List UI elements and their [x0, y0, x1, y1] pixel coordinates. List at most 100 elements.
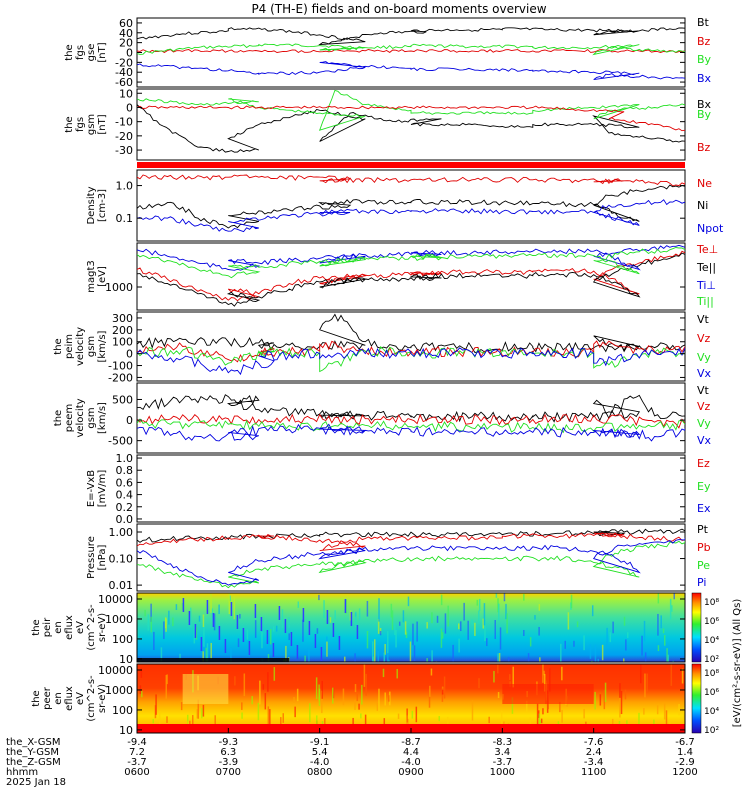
spectrogram-cell — [657, 613, 659, 636]
spectrogram-cell — [669, 598, 672, 620]
spectrogram-cell — [620, 690, 623, 715]
spectrogram-cell — [266, 630, 269, 644]
ylabel-line: [km/s] — [97, 402, 108, 434]
spectrogram-cell — [657, 593, 660, 604]
ylabel-line: [km/s] — [97, 330, 108, 362]
spectrogram-cell — [509, 674, 511, 681]
spectrogram-cell — [273, 667, 276, 681]
spectrogram-cell — [308, 649, 310, 662]
ylabel-line: en — [53, 692, 64, 705]
xaxis-value: -7.6 — [584, 737, 604, 748]
xaxis-value: 0700 — [216, 767, 241, 778]
ylabel-line: velocity — [75, 398, 86, 437]
legend-Pe: Pe — [697, 559, 710, 572]
spectrogram-cell — [591, 605, 594, 617]
ytick-label: 0.8 — [116, 464, 134, 477]
spectrogram-cell — [224, 639, 227, 653]
spectrogram-cell — [195, 627, 198, 640]
spectrogram-cell — [338, 636, 341, 650]
spectrogram-cell — [623, 658, 625, 662]
spectrogram-cell — [158, 711, 161, 731]
spectrogram-cell — [394, 623, 396, 635]
spectrogram-cell — [152, 719, 154, 724]
spectrogram-cell — [525, 700, 528, 712]
ytick-label: 1000 — [105, 613, 133, 626]
spectrogram-cell — [619, 683, 621, 698]
spectrogram-cell — [438, 716, 441, 722]
ytick-label: 1.0 — [116, 452, 134, 465]
ytick-label: -20 — [115, 130, 133, 143]
spectrogram-cell — [342, 688, 345, 706]
spectrogram-cell — [576, 621, 579, 628]
spectrogram-cell — [681, 668, 684, 684]
legend-Ni: Ni — [697, 199, 708, 212]
spectrogram-cell — [626, 632, 629, 638]
spectrogram-cell — [261, 632, 263, 649]
ytick-label: -200 — [108, 371, 133, 384]
series-Te|| — [137, 252, 685, 307]
ylabel-line: [cm-3] — [97, 189, 108, 222]
ytick-label: 1000 — [105, 684, 133, 697]
spectrogram-cell — [601, 644, 604, 661]
spectrogram-cell — [507, 657, 510, 662]
series-group — [137, 25, 685, 84]
spectrogram-cell — [366, 600, 369, 617]
spectrogram-cell — [665, 710, 668, 727]
spectrogram-cell — [175, 604, 178, 611]
spectrogram-cell — [269, 709, 271, 731]
spectrogram-cell — [228, 593, 231, 615]
spectrogram-cell — [309, 703, 311, 723]
ytick-label: 100 — [112, 633, 133, 646]
spectrogram-cell — [246, 629, 249, 640]
spectrogram-cell — [412, 623, 414, 646]
spectrogram-band — [502, 684, 594, 704]
ytick-label: -40 — [115, 66, 133, 79]
spectrogram-cell — [267, 672, 269, 692]
spectrogram-cell — [373, 639, 376, 662]
spectrogram-cell — [538, 626, 540, 636]
spectrogram-cell — [667, 654, 670, 662]
ytick-label: 0.2 — [116, 501, 134, 514]
spectrogram-cell — [188, 611, 191, 625]
spectrogram-cell — [589, 644, 592, 659]
spectrogram-cell — [542, 708, 544, 715]
series-Bz — [137, 105, 685, 142]
spectrogram-cell — [269, 629, 272, 645]
ylabel-line: fgs — [75, 117, 86, 132]
legend-Pb: Pb — [697, 541, 711, 554]
spectrogram-cell — [625, 639, 627, 651]
legend-Ti⊥: Ti⊥ — [696, 279, 716, 292]
spectrogram-cell — [436, 615, 439, 623]
spectrogram-cell — [573, 731, 576, 733]
series-Pb — [137, 532, 685, 552]
series-group — [137, 313, 685, 376]
colorbar-bottom — [691, 663, 702, 734]
ytick-label: 0 — [126, 47, 133, 60]
spectrogram-cell — [594, 644, 597, 662]
panel-p8: 1.00 0.10 0.01 Pressure [nPa] Pt Pb Pe Pi — [86, 523, 711, 592]
spectrogram-cell — [662, 628, 665, 634]
legend-Te⊥: Te⊥ — [696, 243, 718, 256]
xaxis-value: 2.4 — [586, 747, 602, 758]
ytick-label: -100 — [108, 360, 133, 373]
spectrogram-cell — [426, 658, 428, 662]
ylabel-line: sr-eV) — [97, 684, 108, 713]
spectrogram-cell — [358, 703, 360, 710]
series-group — [137, 89, 685, 153]
spectrogram-cell — [591, 660, 593, 662]
ylabel-line: eflux — [64, 615, 75, 640]
spectrogram-cell — [497, 598, 499, 613]
panel-p4: 1000 magt3 [eV] Te⊥ Te|| Ti⊥ Ti|| — [86, 242, 718, 311]
panel-frame — [136, 592, 686, 663]
spectrogram-cell — [606, 627, 608, 648]
ylabel-line: (cm^2-s- — [86, 604, 97, 651]
panel-frame — [136, 169, 686, 242]
spectrogram-cell — [168, 610, 170, 625]
ytick-label: 0 — [126, 101, 133, 114]
spectrogram-cell — [358, 608, 361, 621]
xaxis-value: 1000 — [490, 767, 515, 778]
ylabel-line: the — [31, 690, 42, 706]
ylabel-line: eflux — [64, 686, 75, 711]
spectrogram-cell — [296, 688, 299, 702]
